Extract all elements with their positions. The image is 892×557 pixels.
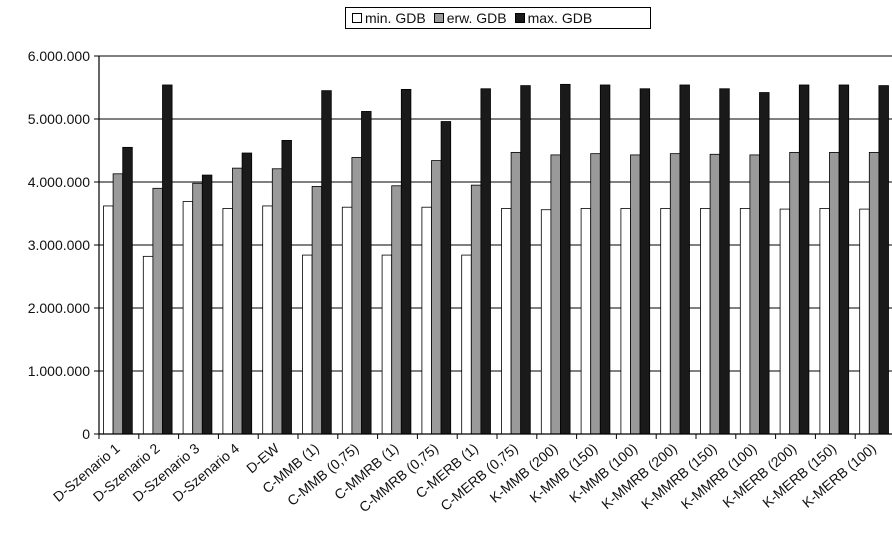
bar-min	[262, 205, 273, 435]
legend-swatch-erw	[433, 13, 444, 23]
bar-erw	[550, 154, 561, 435]
bar-erw	[470, 184, 482, 435]
bar-max	[639, 88, 651, 435]
y-tick-label: 6.000.000	[28, 48, 90, 64]
bar-erw	[510, 151, 522, 435]
bar-min	[739, 208, 751, 435]
bar-min	[222, 208, 233, 435]
bar-max	[480, 88, 491, 435]
y-tick-label: 2.000.000	[28, 300, 90, 316]
bar-max	[719, 88, 730, 435]
legend-item-max: max. GDB	[514, 10, 593, 26]
x-tick-labels: D-Szenario 1D-Szenario 2D-Szenario 3D-Sz…	[50, 434, 879, 515]
bar-min	[103, 205, 114, 435]
y-tick-label: 0	[82, 426, 90, 442]
bar-erw	[789, 151, 800, 435]
bar-erw	[152, 187, 163, 435]
bar-min	[580, 208, 592, 435]
bar-max	[440, 121, 452, 435]
bar-erw	[709, 153, 721, 435]
bar-max	[281, 140, 292, 435]
y-tick-labels: 0 1.000.000 2.000.000 3.000.000 4.000.000 5.0…	[28, 48, 99, 442]
bar-max	[162, 84, 173, 435]
bar-max	[679, 84, 690, 435]
bar-min	[700, 208, 711, 435]
bar-min	[501, 208, 512, 435]
bar-max	[838, 84, 850, 435]
bar-erw	[311, 186, 323, 435]
legend-swatch-max	[514, 13, 525, 23]
bar-erw	[192, 182, 203, 435]
bar-erw	[829, 151, 840, 435]
bar-max	[520, 85, 531, 435]
bar-min	[779, 208, 791, 435]
legend-label-erw: erw. GDB	[446, 10, 507, 26]
bar-max	[560, 83, 571, 435]
bar-max	[400, 88, 412, 435]
bar-erw	[232, 167, 243, 435]
y-tick-label: 5.000.000	[28, 111, 90, 127]
x-tick-label: D-Szenario 1	[50, 440, 123, 505]
bar-max	[599, 84, 611, 435]
bar-erw	[391, 185, 402, 435]
bar-min	[819, 208, 830, 435]
y-tick-label: 4.000.000	[28, 174, 90, 190]
bar-max	[201, 174, 213, 435]
bar-min	[660, 208, 671, 435]
bar-max	[798, 84, 810, 435]
bar-erw	[351, 157, 362, 435]
bar-min	[620, 208, 631, 435]
bar-max	[241, 152, 253, 435]
legend-label-max: max. GDB	[527, 10, 593, 26]
legend-swatch-min	[352, 13, 362, 23]
bar-min	[381, 254, 393, 435]
bar-erw	[431, 160, 442, 435]
bar-max	[878, 85, 889, 435]
gridlines	[99, 55, 892, 372]
legend-item-erw: erw. GDB	[433, 10, 507, 26]
bar-erw	[868, 151, 880, 435]
bar-min	[341, 206, 353, 435]
bar-max	[759, 92, 770, 435]
bar-min	[302, 254, 313, 435]
bar-erw	[669, 153, 681, 435]
bar-min	[142, 255, 154, 435]
bar-min	[540, 209, 552, 435]
bar-min	[182, 201, 194, 435]
bar-erw	[590, 153, 601, 435]
y-tick-label: 3.000.000	[28, 237, 90, 253]
chart-legend: min. GDB erw. GDB max. GDB	[345, 7, 651, 29]
bar-min	[421, 206, 432, 435]
bar-max	[321, 90, 332, 435]
bars	[103, 83, 889, 435]
legend-label-min: min. GDB	[365, 10, 426, 26]
y-tick-label: 1.000.000	[28, 363, 90, 379]
bar-max	[122, 146, 133, 435]
bar-max	[361, 111, 372, 435]
bar-erw	[112, 173, 124, 435]
bar-min	[461, 254, 472, 435]
legend-item-min: min. GDB	[352, 10, 426, 26]
bar-min	[859, 208, 870, 435]
bar-erw	[271, 168, 283, 435]
bar-erw	[749, 154, 760, 435]
bar-erw	[630, 154, 641, 435]
